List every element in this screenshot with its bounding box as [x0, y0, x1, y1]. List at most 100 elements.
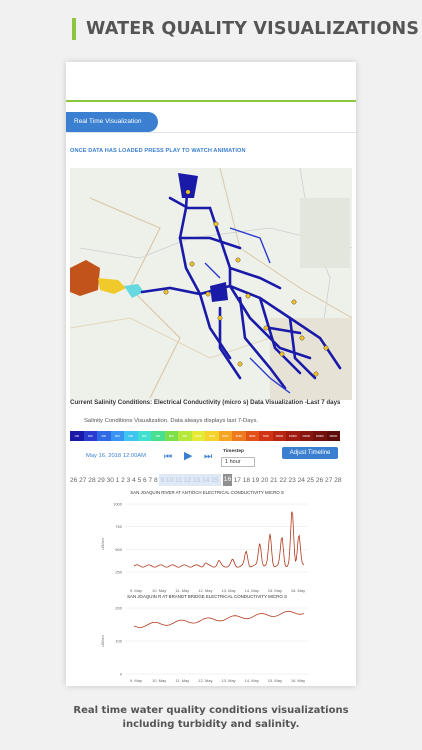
x-tick-label: 11. May: [175, 678, 189, 683]
x-tick-label: 12. May: [198, 678, 212, 683]
scale-cell: 30000: [326, 431, 340, 441]
timeline-day[interactable]: 11: [175, 476, 182, 484]
x-tick-label: 15. May: [268, 678, 282, 683]
timeline-day[interactable]: 19: [251, 476, 260, 484]
timeline-day[interactable]: 13: [192, 476, 201, 484]
scale-cell: 10000: [272, 431, 286, 441]
scale-cell: 300: [97, 431, 111, 441]
timeline-day[interactable]: 23: [288, 476, 296, 484]
y-axis-label: uS/cm: [100, 538, 105, 550]
timeline-day[interactable]: 3: [126, 476, 131, 484]
headline-text: WATER QUALITY VISUALIZATIONS: [86, 19, 420, 39]
timeline-day[interactable]: 9: [160, 476, 165, 484]
x-tick-label: 12. May: [198, 588, 212, 593]
timeline-day[interactable]: 10: [165, 476, 174, 484]
scale-cell: 400: [110, 431, 124, 441]
timeline-day[interactable]: 18: [242, 476, 251, 484]
timeline-day[interactable]: 22: [279, 476, 287, 484]
scale-cell: 100: [70, 431, 84, 441]
caption-line-2: including turbidity and salinity.: [122, 719, 300, 730]
chart-title: SAN JOAQUIN R AT BRANDT BRIDGE ELECTRICA…: [127, 594, 287, 599]
chart-title: SAN JOAQUIN RIVER AT ANTIOCH ELECTRICAL …: [130, 490, 284, 495]
scale-cell: 200: [83, 431, 97, 441]
scale-cell: 500: [124, 431, 138, 441]
conditions-subtitle: Salinity Conditions Visualization. Data …: [84, 418, 259, 424]
x-tick-label: 9. May: [130, 588, 142, 593]
x-tick-label: 14. May: [245, 678, 259, 683]
promo-headline: WATER QUALITY VISUALIZATIONS: [72, 18, 419, 40]
scale-cell: 20000: [299, 431, 313, 441]
conditions-title: Current Salinity Conditions: Electrical …: [70, 399, 341, 406]
scale-cell: 2000: [218, 431, 232, 441]
series-line: [133, 511, 305, 568]
promo-caption: Real time water quality conditions visua…: [0, 704, 422, 732]
scale-cell: 7500: [259, 431, 273, 441]
timeline-day[interactable]: 17: [233, 476, 241, 484]
salinity-map[interactable]: [70, 168, 352, 400]
timeline-day[interactable]: 25: [306, 476, 315, 484]
timeline-day[interactable]: 15: [211, 476, 219, 484]
timeline-day[interactable]: 7: [148, 476, 153, 484]
timeline-day[interactable]: 27: [79, 476, 87, 484]
series-line: [133, 610, 305, 628]
tab-real-time-visualization[interactable]: Real Time Visualization: [66, 112, 158, 132]
scale-cell: 700: [151, 431, 165, 441]
timeline-day[interactable]: 12: [183, 476, 192, 484]
timeline-day[interactable]: 5: [137, 476, 142, 484]
y-tick-label: 500: [115, 547, 122, 552]
scale-cell: 1000: [191, 431, 205, 441]
tab-divider: [66, 132, 356, 133]
timeline-day[interactable]: 26: [70, 476, 78, 484]
scale-cell: 5000: [245, 431, 259, 441]
x-tick-label: 9. May: [130, 678, 142, 683]
header-divider: [66, 100, 356, 102]
caption-line-1: Real time water quality conditions visua…: [73, 705, 349, 716]
timeline-current-day[interactable]: 16: [222, 474, 233, 486]
playback-controls: May 16, 2018 12:00AM ⏮ ▶ ⏭ Timestep 1 ho…: [66, 445, 356, 473]
scale-cell: 3000: [232, 431, 246, 441]
map-canvas: [70, 168, 352, 400]
timeline-day[interactable]: 29: [97, 476, 105, 484]
x-tick-label: 13. May: [221, 588, 235, 593]
timestep-label: Timestep: [223, 449, 244, 454]
brandt-bridge-chart: SAN JOAQUIN R AT BRANDT BRIDGE ELECTRICA…: [96, 594, 318, 684]
adjust-timeline-button[interactable]: Adjust Timeline: [282, 447, 338, 459]
timeline-day[interactable]: 24: [297, 476, 305, 484]
timeline-days[interactable]: 26 27 28 29 30 1 2 3 4 5 6 7 8 9 10 11 12 13 14 15 16 17 18 19 2…: [70, 473, 352, 487]
x-tick-label: 16. May: [291, 588, 305, 593]
play-icon[interactable]: ▶: [184, 450, 193, 462]
timestep-select[interactable]: 1 hour: [221, 457, 255, 467]
timeline-day[interactable]: 28: [88, 476, 96, 484]
timeline-day[interactable]: 4: [132, 476, 136, 484]
timeline-day[interactable]: 20: [261, 476, 269, 484]
timeline-day[interactable]: 30: [106, 476, 114, 484]
timeline-day[interactable]: 27: [325, 476, 333, 484]
timeline-day[interactable]: 2: [121, 476, 125, 484]
timeline-day[interactable]: 6: [143, 476, 147, 484]
y-tick-label: 200: [115, 606, 122, 611]
x-tick-label: 10. May: [152, 588, 166, 593]
x-tick-label: 15. May: [268, 588, 282, 593]
scale-cell: 600: [137, 431, 151, 441]
app-screenshot: Real Time Visualization ONCE DATA HAS LO…: [66, 62, 356, 686]
y-tick-label: 1000: [113, 502, 123, 507]
brandt-bridge-chart-plot: 200 100 0 uS/cm 9. May 10. May 11. May 12. May 1…: [100, 606, 308, 683]
timeline-day[interactable]: 1: [115, 476, 120, 484]
timeline-day[interactable]: 8: [153, 476, 158, 484]
antioch-chart: SAN JOAQUIN RIVER AT ANTIOCH ELECTRICAL …: [96, 490, 318, 594]
timeline-day[interactable]: 28: [334, 476, 342, 484]
x-tick-label: 10. May: [152, 678, 166, 683]
timeline-day[interactable]: 26: [315, 476, 324, 484]
antioch-chart-plot: 1000 750 500 250 uS/cm 9. May 10. May 11. May 12…: [100, 502, 308, 593]
salinity-color-scale: 100 200 300 400 500 600 700 800 900 1000 1500 2000 3…: [70, 431, 340, 441]
y-tick-label: 0: [120, 672, 123, 677]
timeline-day[interactable]: 21: [270, 476, 278, 484]
timeline-selected-range[interactable]: 9 10 11 12 13 14 15: [159, 474, 222, 486]
scale-cell: 800: [164, 431, 178, 441]
skip-back-icon[interactable]: ⏮: [164, 451, 173, 461]
scale-cell: 1500: [205, 431, 219, 441]
play-notice: ONCE DATA HAS LOADED PRESS PLAY TO WATCH…: [70, 148, 246, 154]
y-axis-label: uS/cm: [100, 635, 105, 647]
timeline-day[interactable]: 14: [202, 476, 210, 484]
skip-forward-icon[interactable]: ⏭: [204, 451, 213, 461]
